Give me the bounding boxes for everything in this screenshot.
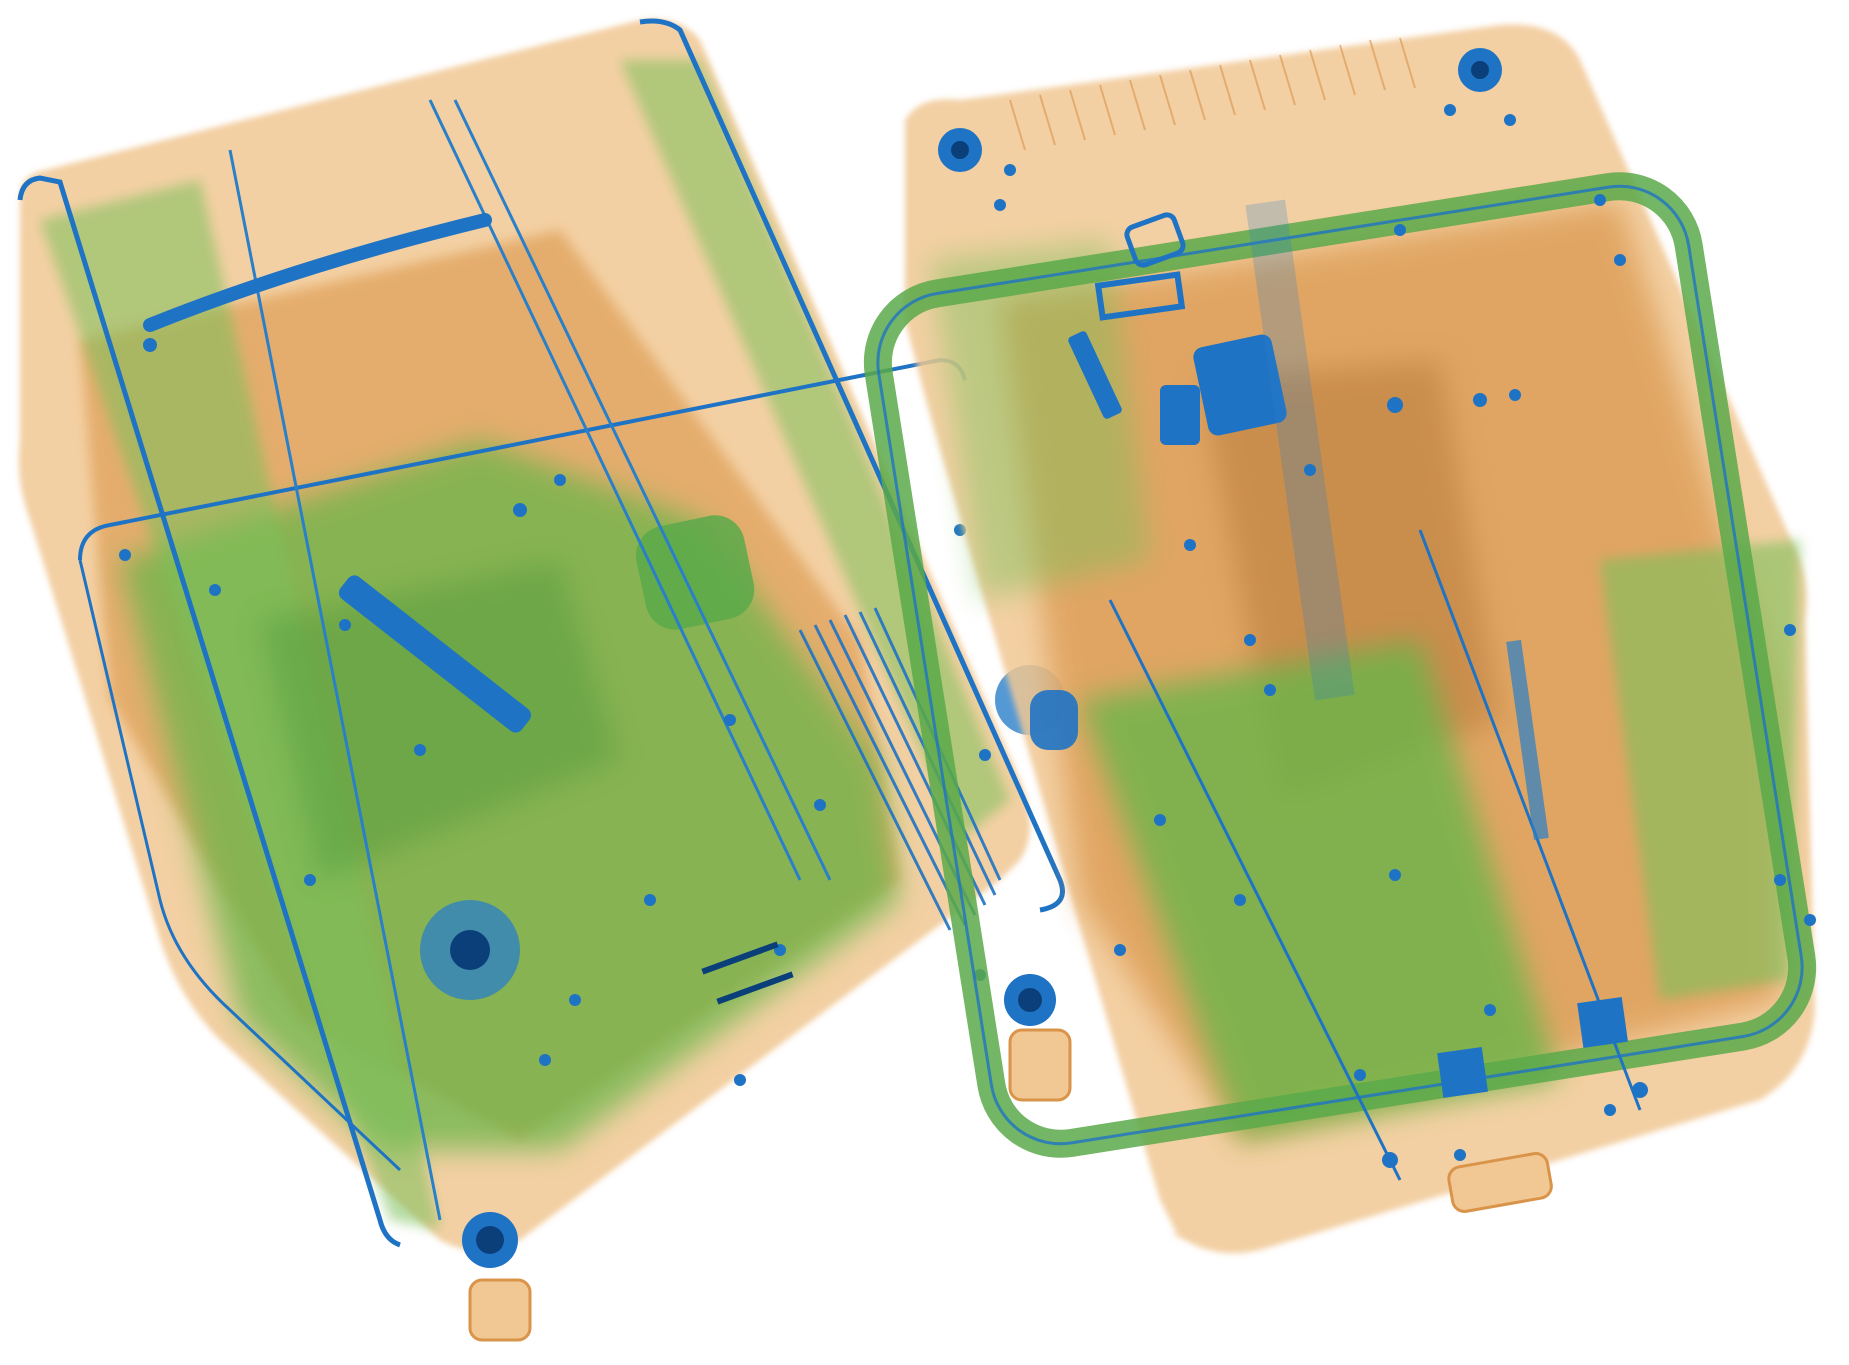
right-suitcase-battery-pack: [1193, 334, 1287, 436]
left-suitcase: [17, 18, 1072, 1342]
right-suitcase: [863, 24, 1817, 1254]
left-suitcase-frame: [17, 175, 401, 1248]
left-suitcase-handle: [143, 213, 492, 332]
left-suitcase-cylinder: [635, 515, 755, 630]
